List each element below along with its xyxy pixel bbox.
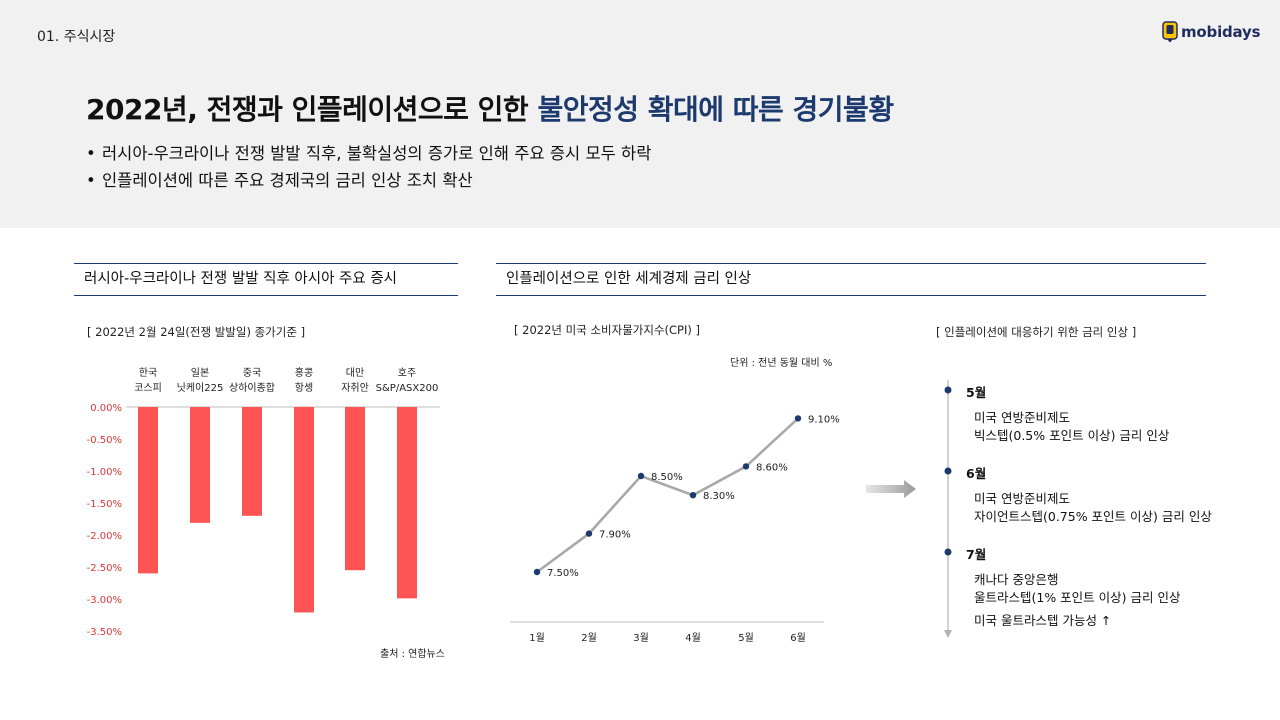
bar xyxy=(345,407,365,571)
category-label: 호주 xyxy=(398,367,416,379)
category-label: 일본 xyxy=(191,367,209,379)
data-point xyxy=(637,472,645,480)
category-label: 중국 xyxy=(243,367,261,379)
x-tick-label: 1월 xyxy=(529,632,545,644)
timeline-month: 6월 xyxy=(966,466,987,481)
source-note: 출처 : 연합뉴스 xyxy=(380,649,445,660)
data-point xyxy=(585,530,593,537)
timeline-dot xyxy=(944,467,952,475)
data-label: 8.30% xyxy=(703,491,735,502)
cpi-line xyxy=(536,417,799,574)
x-tick-label: 5월 xyxy=(738,632,754,644)
y-tick-label: -0.50% xyxy=(87,435,122,446)
timeline-text: 미국 연방준비제도 xyxy=(974,491,1070,506)
timeline-text: 미국 울트라스텝 가능성 ↑ xyxy=(974,613,1112,628)
y-tick-label: -1.50% xyxy=(87,499,122,510)
data-point xyxy=(689,492,697,499)
category-label: 대만 xyxy=(346,367,364,379)
data-label: 8.50% xyxy=(651,472,683,483)
timeline-text: 자이언트스텝(0.75% 포인트 이상) 금리 인상 xyxy=(974,509,1212,524)
title-highlight: 불안정성 확대에 따른 경기불황 xyxy=(537,93,894,126)
data-label: 9.10% xyxy=(808,414,840,425)
unit-note: 단위 : 전년 동월 대비 % xyxy=(730,358,833,369)
data-label: 7.90% xyxy=(599,530,631,541)
timeline-dot xyxy=(944,386,952,394)
x-tick-label: 6월 xyxy=(790,632,806,644)
category-label: 홍콩 xyxy=(295,366,313,379)
timeline-text: 울트라스텝(1% 포인트 이상) 금리 인상 xyxy=(974,590,1181,605)
category-label: 상하이종합 xyxy=(229,381,275,394)
bar xyxy=(190,407,210,523)
timeline-month: 5월 xyxy=(966,385,987,400)
x-tick-label: 4월 xyxy=(685,632,701,644)
category-label: 코스피 xyxy=(134,382,162,394)
data-label: 8.60% xyxy=(756,462,788,473)
y-tick-label: -2.50% xyxy=(87,563,122,574)
bar xyxy=(294,407,314,613)
mobidays-logo: mobidays xyxy=(1162,20,1261,44)
timeline-text: 캐나다 중앙은행 xyxy=(974,572,1059,587)
timeline-caption: [ 인플레이션에 대응하기 위한 금리 인상 ] xyxy=(936,325,1137,339)
data-point xyxy=(742,463,750,470)
section-label: 01. 주식시장 xyxy=(37,29,116,45)
y-tick-label: -2.00% xyxy=(87,531,122,542)
summary-bullets: 러시아-우크라이나 전쟁 발발 직후, 불확실성의 증가로 인해 주요 증시 모… xyxy=(86,140,651,194)
category-label: 항셍 xyxy=(295,382,313,394)
x-tick-label: 3월 xyxy=(633,632,649,644)
logo-icon xyxy=(1162,21,1178,43)
x-tick-label: 2월 xyxy=(581,632,597,644)
category-label: 한국 xyxy=(139,367,157,379)
bar xyxy=(242,407,262,516)
title-plain: 2022년, 전쟁과 인플레이션으로 인한 xyxy=(86,93,538,126)
y-tick-label: -3.50% xyxy=(87,627,122,638)
left-panel-title: 러시아-우크라이나 전쟁 발발 직후 아시아 주요 증시 xyxy=(74,263,458,296)
category-label: 자취안 xyxy=(341,382,369,394)
data-point xyxy=(533,568,541,576)
bullet-item: 인플레이션에 따른 주요 경제국의 금리 인상 조치 확산 xyxy=(86,167,651,194)
stock-chart-caption: [ 2022년 2월 24일(전쟁 발발일) 종가기준 ] xyxy=(87,325,306,339)
category-label: 닛케이225 xyxy=(177,382,224,394)
cpi-line-chart: 7.50% 1월 7.90% 2월 8.50% 3월 8.30% 4월 8.60% 5월 9.10%… xyxy=(510,414,840,644)
logo-text: mobidays xyxy=(1181,23,1261,41)
timeline-line xyxy=(944,380,952,638)
timeline-dot xyxy=(944,548,952,556)
right-panel-title: 인플레이션으로 인한 세계경제 금리 인상 xyxy=(496,263,1206,296)
category-label: S&P/ASX200 xyxy=(376,383,439,394)
timeline-text: 빅스텝(0.5% 포인트 이상) 금리 인상 xyxy=(974,428,1170,443)
cpi-chart-caption: [ 2022년 미국 소비자물가지수(CPI) ] xyxy=(514,323,700,337)
y-tick-label: -3.00% xyxy=(87,595,122,606)
timeline-text: 미국 연방준비제도 xyxy=(974,410,1070,425)
page-title: 2022년, 전쟁과 인플레이션으로 인한 불안정성 확대에 따른 경기불황 xyxy=(86,88,894,128)
bar xyxy=(138,407,158,574)
stock-bar-chart: 0.00% -0.50% -1.00% -1.50% -2.00% -2.50% -3.00… xyxy=(87,366,440,638)
timeline-month: 7월 xyxy=(966,547,987,562)
y-tick-label: -1.00% xyxy=(87,467,122,478)
y-tick-label: 0.00% xyxy=(90,403,122,414)
data-point xyxy=(794,415,802,422)
bar xyxy=(397,407,417,599)
bullet-item: 러시아-우크라이나 전쟁 발발 직후, 불확실성의 증가로 인해 주요 증시 모… xyxy=(86,140,651,167)
arrow-icon xyxy=(866,480,916,498)
data-label: 7.50% xyxy=(547,568,579,579)
